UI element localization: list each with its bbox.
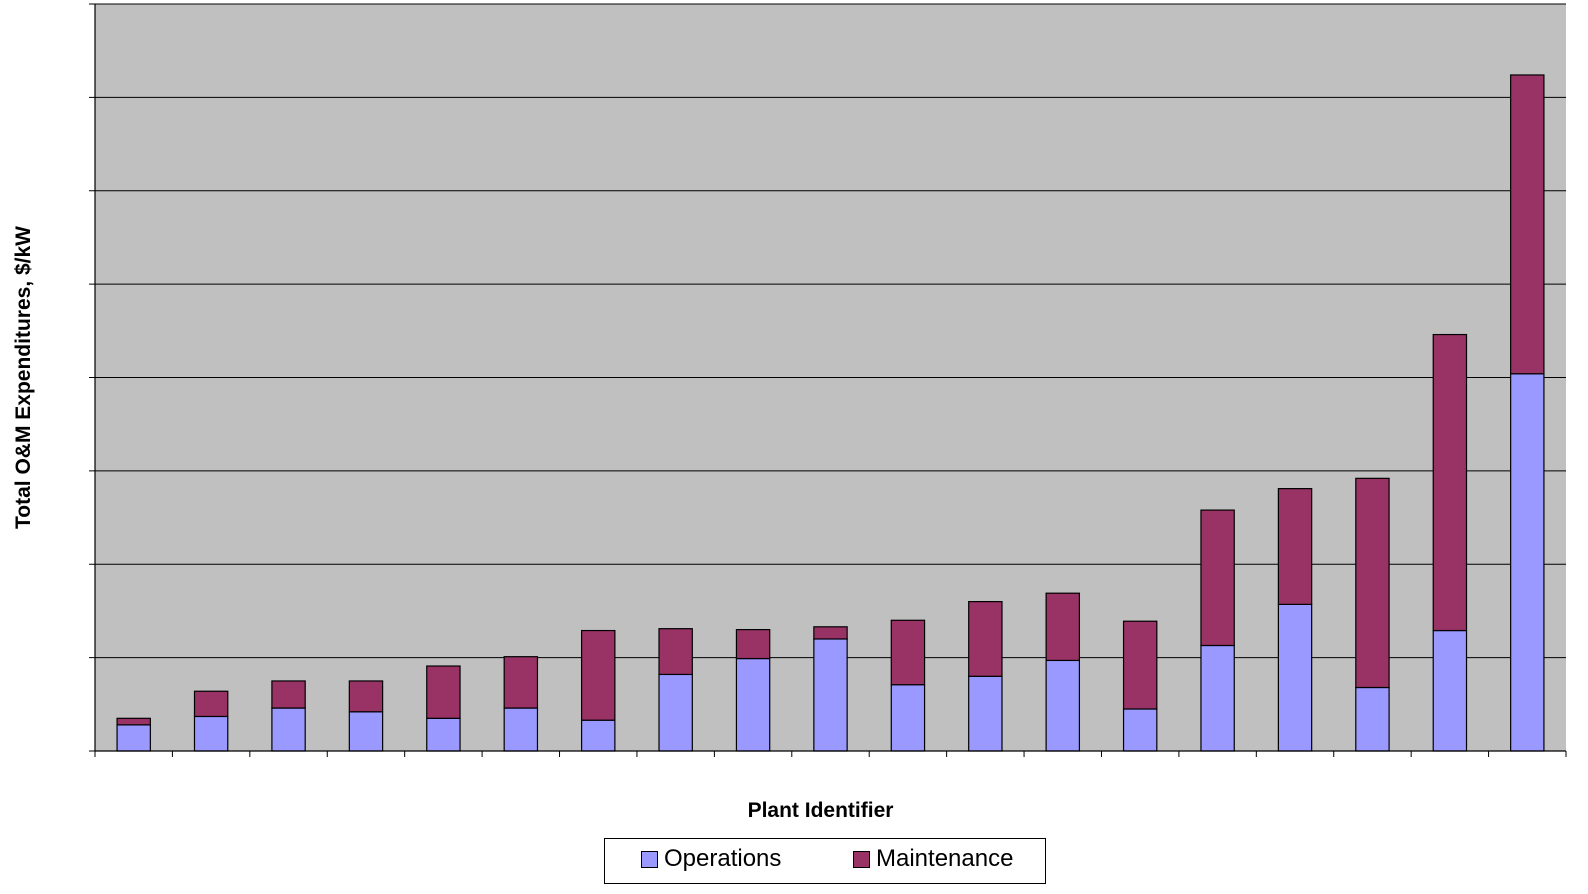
- bar-operations: [735, 657, 771, 752]
- bar-maintenance: [348, 680, 384, 713]
- bar-operations: [503, 707, 539, 752]
- bar-operations: [426, 717, 461, 752]
- bar-maintenance: [1200, 509, 1235, 647]
- bar-operations: [348, 711, 384, 752]
- x-axis-title: Plant Identifier: [748, 799, 894, 822]
- bar-maintenance: [1045, 592, 1081, 662]
- legend-label-operations: Operations: [664, 845, 782, 872]
- bar-operations: [813, 638, 848, 752]
- bar-operations: [890, 684, 926, 752]
- bar-maintenance: [116, 717, 151, 726]
- bar-maintenance: [658, 628, 693, 676]
- bar-maintenance: [193, 690, 229, 718]
- bar-operations: [1510, 373, 1545, 752]
- bar-maintenance: [813, 626, 848, 640]
- bar-operations: [1432, 629, 1468, 752]
- bar-operations: [658, 673, 693, 752]
- bar-maintenance: [1355, 477, 1390, 689]
- legend-swatch-operations: [641, 850, 658, 868]
- bar-operations: [968, 675, 1003, 752]
- y-axis-title: Total O&M Expenditures, $/kW: [12, 226, 35, 529]
- bar-maintenance: [503, 656, 539, 709]
- bar-operations: [1045, 659, 1081, 752]
- bar-maintenance: [1277, 488, 1313, 606]
- bar-operations: [193, 715, 229, 752]
- gridlines: [95, 3, 1566, 659]
- bar-operations: [1122, 708, 1158, 752]
- bar-operations: [1355, 686, 1390, 752]
- bar-maintenance: [1510, 74, 1545, 375]
- bar-maintenance: [580, 629, 616, 721]
- bar-operations: [1277, 603, 1313, 752]
- bar-operations: [116, 724, 151, 752]
- bar-maintenance: [426, 665, 461, 719]
- bar-maintenance: [890, 619, 926, 686]
- bar-maintenance: [1432, 333, 1468, 632]
- bar-maintenance: [1122, 620, 1158, 710]
- bar-maintenance: [968, 600, 1003, 677]
- legend-item-operations: Operations: [641, 845, 781, 873]
- axes: [89, 3, 1567, 757]
- legend: Operations Maintenance: [604, 838, 1046, 884]
- legend-label-maintenance: Maintenance: [876, 845, 1014, 872]
- bars: [116, 74, 1545, 752]
- bar-maintenance: [735, 629, 771, 660]
- legend-item-maintenance: Maintenance: [853, 845, 1013, 873]
- legend-swatch-maintenance: [853, 850, 870, 868]
- bar-operations: [1200, 644, 1235, 752]
- bar-operations: [271, 707, 306, 752]
- bar-operations: [580, 719, 616, 752]
- bar-maintenance: [271, 680, 306, 709]
